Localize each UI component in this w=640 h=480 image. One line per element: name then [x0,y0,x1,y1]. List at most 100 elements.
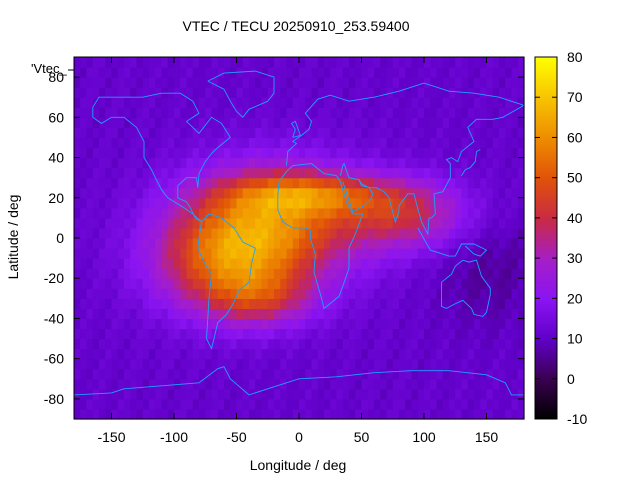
heatmap-cell [355,268,363,279]
heatmap-cell [74,117,81,128]
heatmap-cell [192,67,200,78]
heatmap-cell [411,187,419,199]
heatmap-cell [186,227,194,239]
heatmap-cell [455,87,463,98]
heatmap-cell [324,368,331,380]
heatmap-cell [99,408,106,420]
heatmap-cell [474,77,481,88]
heatmap-cell [449,67,456,78]
heatmap-cell [499,167,506,179]
heatmap-cell [424,167,431,179]
heatmap-cell [361,308,369,320]
heatmap-cell [161,398,169,410]
heatmap-cell [192,127,200,139]
heatmap-cell [505,137,513,149]
heatmap-cell [380,348,388,360]
heatmap-cell [74,368,81,380]
heatmap-cell [130,107,138,118]
heatmap-cell [236,328,244,340]
heatmap-cell [474,288,481,299]
heatmap-cell [392,348,400,360]
heatmap-cell [142,368,150,380]
heatmap-cell [236,288,244,299]
heatmap-cell [261,177,269,189]
heatmap-cell [205,408,213,420]
heatmap-cell [111,378,119,390]
heatmap-cell [305,378,313,390]
heatmap-cell [424,308,431,320]
heatmap-cell [374,288,381,299]
heatmap-cell [430,328,438,340]
heatmap-cell [349,308,356,320]
heatmap-cell [180,248,188,259]
heatmap-cell [417,378,425,390]
heatmap-cell [205,328,213,340]
heatmap-cell [342,197,350,209]
heatmap-cell [367,408,375,420]
heatmap-cell [511,227,519,239]
heatmap-cell [74,348,81,360]
heatmap-cell [255,278,263,289]
heatmap-cell [392,248,400,259]
heatmap-cell [105,67,113,78]
heatmap-cell [505,318,513,330]
heatmap-cell [480,318,488,330]
heatmap-cell [280,57,288,68]
heatmap-cell [111,328,119,340]
heatmap-cell [349,67,356,78]
x-tick-label: -150 [97,429,125,445]
heatmap-cell [492,127,500,139]
heatmap-cell [417,318,425,330]
colorbar-tick-label: 10 [567,331,583,347]
heatmap-cell [292,258,300,269]
heatmap-cell [349,187,356,199]
heatmap-cell [192,398,200,410]
heatmap-cell [74,258,81,269]
heatmap-cell [436,378,444,390]
heatmap-cell [492,177,500,189]
heatmap-cell [461,278,469,289]
heatmap-cell [399,368,406,380]
heatmap-cell [74,318,81,330]
heatmap-cell [274,217,281,229]
heatmap-cell [192,308,200,320]
heatmap-cell [299,308,306,320]
heatmap-cell [249,117,256,128]
heatmap-cell [405,388,413,400]
heatmap-cell [399,117,406,128]
heatmap-cell [517,107,525,118]
heatmap-cell [411,197,419,209]
heatmap-cell [411,217,419,229]
heatmap-cell [374,338,381,350]
heatmap-cell [499,248,506,259]
heatmap-cell [499,348,506,360]
heatmap-cell [280,368,288,380]
heatmap-cell [449,197,456,209]
heatmap-cell [311,308,319,320]
heatmap-cell [161,328,169,340]
heatmap-cell [217,107,225,118]
heatmap-cell [286,328,294,340]
heatmap-cell [111,338,119,350]
heatmap-cell [430,207,438,219]
heatmap-cell [492,388,500,400]
heatmap-cell [249,57,256,68]
heatmap-cell [74,217,81,229]
heatmap-cell [99,398,106,410]
heatmap-cell [474,238,481,249]
heatmap-cell [274,248,281,259]
heatmap-cell [80,398,88,410]
heatmap-cell [255,238,263,249]
heatmap-cell [505,57,513,68]
heatmap-cell [505,378,513,390]
heatmap-cell [130,318,138,330]
heatmap-cell [117,278,125,289]
heatmap-cell [449,268,456,279]
heatmap-cell [461,67,469,78]
heatmap-cell [249,378,256,390]
heatmap-cell [349,238,356,249]
heatmap-cell [405,398,413,410]
heatmap-cell [392,207,400,219]
heatmap-cell [99,348,106,360]
heatmap-cell [386,398,394,410]
